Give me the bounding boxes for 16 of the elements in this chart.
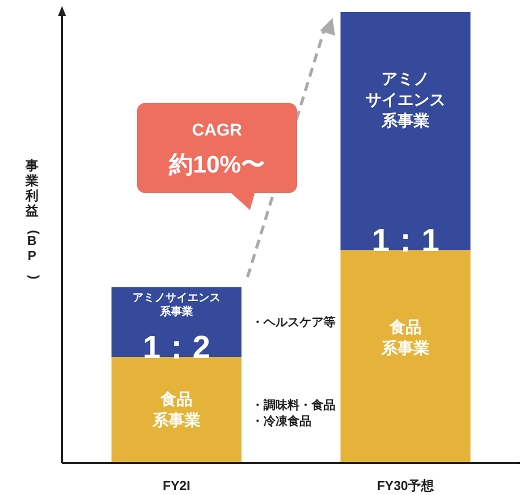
- ylabel: 事業利益(BP): [26, 158, 42, 280]
- annotation: 1：1: [372, 222, 440, 258]
- annotation: CAGR 約10%〜: [168, 120, 266, 178]
- bar: [340, 12, 470, 250]
- annotation: 1：2: [142, 329, 210, 365]
- annotation: ・調味料・食品・冷凍食品: [252, 398, 336, 428]
- bar: [112, 357, 242, 463]
- x-tick-label: FY2I: [162, 478, 190, 492]
- x-tick-label: FY30予想: [376, 478, 436, 492]
- annotation: 食品系事業: [380, 318, 430, 357]
- bar: [340, 250, 470, 463]
- annotation: ・ヘルスケア等: [252, 315, 336, 329]
- bar: [112, 287, 242, 358]
- annotation: アミノサイエンス系事業: [132, 292, 220, 318]
- annotation: 食品系事業: [152, 390, 200, 429]
- annotation: アミノサイエンス系事業: [366, 70, 446, 130]
